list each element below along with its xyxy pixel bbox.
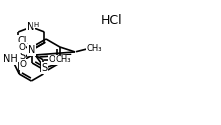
Text: H: H bbox=[34, 22, 39, 28]
Text: HCl: HCl bbox=[101, 14, 123, 26]
Text: O: O bbox=[18, 43, 25, 52]
Text: Cl: Cl bbox=[17, 36, 27, 46]
Text: S: S bbox=[19, 51, 25, 61]
Text: N: N bbox=[27, 22, 34, 32]
Text: N: N bbox=[28, 45, 35, 55]
Text: O: O bbox=[49, 56, 56, 64]
Text: NH: NH bbox=[3, 54, 18, 64]
Text: S: S bbox=[42, 63, 48, 73]
Text: CH₃: CH₃ bbox=[56, 56, 71, 64]
Text: O: O bbox=[19, 60, 27, 69]
Text: CH₃: CH₃ bbox=[87, 44, 103, 53]
